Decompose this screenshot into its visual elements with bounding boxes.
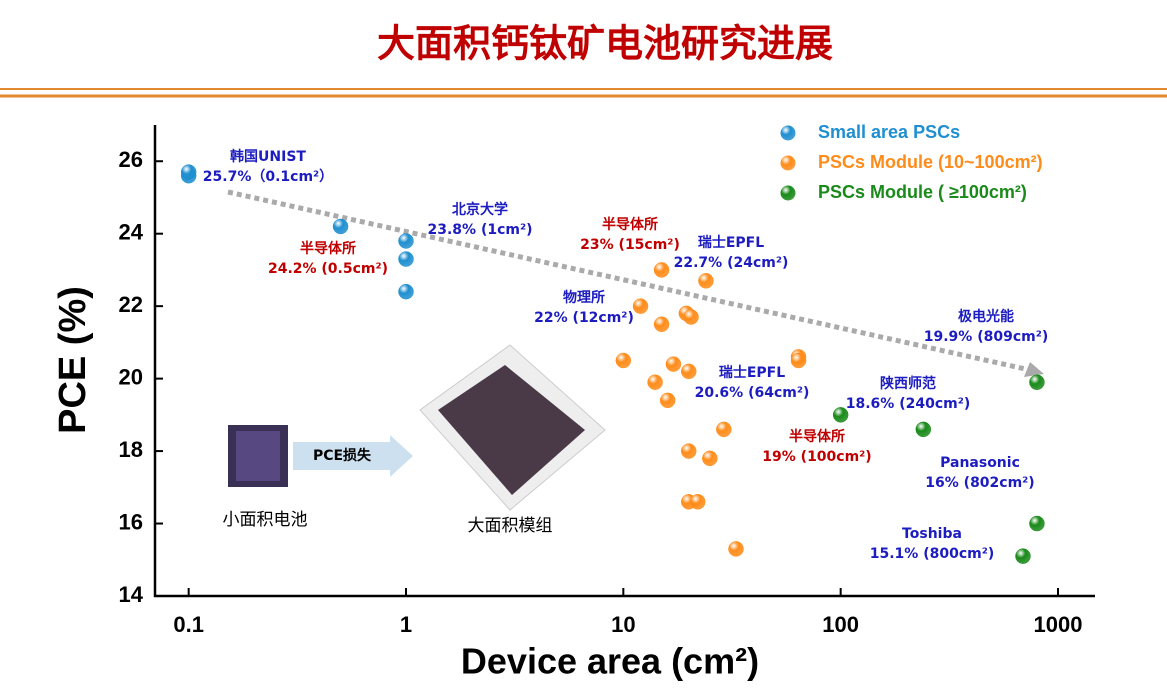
annotation: 23.8% (1cm²) [428,222,533,238]
legend-marker [780,125,796,141]
chart-title: 大面积钙钛矿电池研究进展 [377,22,833,66]
legend-label: PSCs Module (10~100cm²) [818,152,1043,172]
point [659,392,676,409]
x-tick-label: 10 [611,612,635,637]
annotation: 物理所 [563,289,605,306]
point [398,283,414,300]
point [653,316,670,333]
annotation: 19% (100cm²) [762,449,871,465]
point [681,443,697,459]
annotation: 半导体所 [300,240,356,257]
x-tick-label: 0.1 [173,612,204,637]
point [915,421,932,438]
annotation: 19.9% (809cm²) [924,329,1048,345]
point [698,273,714,289]
y-tick-label: 18 [119,437,143,462]
y-tick-label: 26 [119,147,143,172]
y-tick-label: 14 [119,582,144,607]
point [716,421,732,438]
y-tick-label: 22 [119,292,143,317]
annotation: 16% (802cm²) [925,475,1034,491]
point [632,298,649,314]
point [790,352,807,369]
module-image [438,365,585,495]
inset-label: PCE损失 [313,447,372,464]
x-axis-label: Device area (cm²) [461,641,759,682]
point [615,352,632,369]
x-tick-label: 100 [822,612,859,637]
point [647,374,663,390]
annotation: 15.1% (800cm²) [870,546,994,562]
annotation: 24.2% (0.5cm²) [268,261,388,277]
x-tick-label: 1 [400,612,412,637]
annotation: 半导体所 [789,428,845,445]
trend-arrow [227,189,1031,373]
point [832,407,849,423]
legend-label: PSCs Module ( ≥100cm²) [818,182,1027,202]
annotation: 25.7%（0.1cm²） [203,169,333,185]
y-tick-label: 24 [119,220,144,245]
point [681,363,697,380]
point [665,356,682,372]
point [702,450,718,467]
point [690,494,706,510]
annotation: 23% (15cm²) [580,237,680,253]
annotation: 瑞士EPFL [698,234,764,251]
legend-label: Small area PSCs [818,122,960,142]
annotation: 22% (12cm²) [534,310,634,326]
annotation: 北京大学 [452,201,508,218]
inset-label: 小面积电池 [223,510,308,530]
arrow [293,435,413,477]
annotation: 22.7% (24cm²) [674,255,789,271]
annotation: 韩国UNIST [230,148,306,165]
annotation: Toshiba [902,526,962,542]
point [653,262,670,278]
annotation: 陕西师范 [880,375,936,392]
y-tick-label: 20 [119,364,143,389]
annotation: 瑞士EPFL [719,364,785,381]
point [1029,515,1045,532]
annotation: 18.6% (240cm²) [846,396,970,412]
point [683,309,699,325]
point [180,164,197,180]
point [1015,548,1031,564]
small-cell-image [236,431,280,481]
point [728,541,744,557]
x-tick-label: 1000 [1034,612,1083,637]
point [1029,374,1045,390]
inset-label: 大面积模组 [468,516,553,536]
legend-marker [780,185,796,201]
trend-arrow [1024,362,1044,377]
y-tick-label: 16 [119,509,143,534]
annotation: 20.6% (64cm²) [695,385,810,401]
legend-marker [780,155,796,171]
annotation: 半导体所 [602,216,658,233]
annotation: Panasonic [940,455,1020,471]
point [332,218,349,235]
annotation: 极电光能 [958,308,1014,325]
point [398,233,414,249]
y-axis-label: PCE (%) [52,286,94,434]
point [398,251,414,267]
